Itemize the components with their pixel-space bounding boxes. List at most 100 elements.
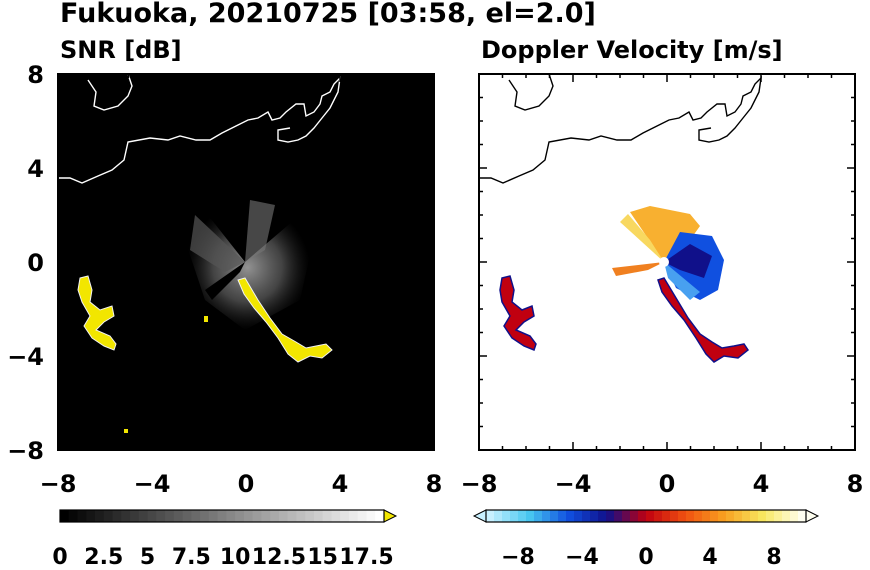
doppler-approach-northwest: [620, 214, 664, 262]
doppler-colorbar-cell: [510, 510, 519, 522]
doppler-colorbar-cell: [526, 510, 535, 522]
doppler-colorbar-tick-label: −4: [565, 545, 599, 570]
doppler-x-tick-label: 0: [659, 470, 676, 498]
doppler-colorbar-cell: [694, 510, 703, 522]
snr-strong-echo-west: [77, 275, 117, 351]
snr-axes: −8 −4 0 4 8 8 4 0 −4 −8: [7, 61, 442, 498]
snr-colorbar-cell: [165, 510, 175, 522]
doppler-x-tick-label: 8: [847, 470, 864, 498]
doppler-colorbar-cell: [718, 510, 727, 522]
doppler-colorbar-cell: [662, 510, 671, 522]
doppler-colorbar-cell: [798, 510, 807, 522]
snr-y-tick-label: 8: [27, 61, 44, 89]
snr-colorbar-tick-label: 12.5: [252, 545, 306, 570]
doppler-colorbar-extend-low: [472, 509, 487, 523]
snr-y-tick-label: 0: [27, 249, 44, 277]
doppler-panel-title: Doppler Velocity [m/s]: [481, 36, 783, 64]
doppler-colorbar-cell: [494, 510, 503, 522]
snr-colorbar-tick-label: 15: [307, 545, 338, 570]
snr-panel-title: SNR [dB]: [60, 36, 182, 64]
doppler-colorbar-cell: [702, 510, 711, 522]
snr-colorbar-cell: [296, 510, 306, 522]
doppler-colorbar-cell: [598, 510, 607, 522]
snr-colorbar-cell: [348, 510, 359, 522]
snr-colorbar-tick-label: 5: [140, 545, 155, 570]
snr-colorbar-cell: [340, 510, 350, 522]
doppler-colorbar-cell: [574, 510, 583, 522]
doppler-colorbar-cell: [534, 510, 543, 522]
doppler-colorbar-frame: [485, 509, 807, 523]
snr-colorbar-cell: [287, 510, 297, 522]
snr-colorbar-cell: [375, 510, 385, 522]
doppler-colorbar-cell: [710, 510, 719, 522]
snr-colorbar: 0 2.5 5 7.5 10 12.5 15 17.5: [52, 509, 398, 570]
snr-colorbar-cell: [112, 510, 122, 522]
snr-colorbar-tick-label: 17.5: [339, 545, 393, 570]
doppler-colorbar-cell: [686, 510, 695, 522]
snr-colorbar-cell: [68, 510, 79, 522]
doppler-colorbar-cell: [758, 510, 767, 522]
snr-colorbar-cell: [366, 510, 376, 522]
snr-colorbar-cell: [322, 510, 332, 522]
snr-echo-dot: [124, 429, 128, 433]
doppler-radar-site: [659, 257, 669, 267]
snr-x-tick-label: 4: [332, 470, 349, 498]
snr-colorbar-cell: [147, 510, 157, 522]
doppler-colorbar-cell: [726, 510, 735, 522]
snr-colorbar-tick-label: 0: [52, 545, 67, 570]
snr-colorbar-cell: [261, 510, 271, 522]
doppler-recede-south: [664, 262, 700, 300]
doppler-echo-line: [657, 277, 750, 363]
snr-plot-area: [57, 73, 435, 451]
snr-x-tick-label: 8: [426, 470, 443, 498]
snr-colorbar-tick-label: 10: [220, 545, 251, 570]
snr-sector-north: [245, 200, 275, 262]
snr-colorbar-cell: [357, 510, 367, 522]
doppler-colorbar-cell: [550, 510, 559, 522]
doppler-colorbar-cell: [678, 510, 687, 522]
doppler-approach-west: [612, 262, 664, 276]
snr-y-tick-label: −8: [7, 437, 44, 465]
snr-colorbar-cell: [191, 510, 201, 522]
doppler-plot-area: [478, 73, 856, 451]
snr-colorbar-cell: [121, 510, 131, 522]
doppler-colorbar-cell: [638, 510, 647, 522]
snr-sector-west: [190, 215, 245, 272]
doppler-colorbar-cell: [590, 510, 599, 522]
doppler-colorbar-cell: [558, 510, 567, 522]
snr-colorbar-cell: [60, 510, 70, 522]
snr-colorbar-cell: [313, 510, 324, 522]
snr-colorbar-cell: [208, 510, 219, 522]
doppler-recede-core: [664, 244, 712, 278]
doppler-colorbar-cell: [774, 510, 783, 522]
snr-y-tick-label: −4: [7, 343, 44, 371]
snr-coastline: [58, 74, 341, 184]
doppler-colorbar-cell: [606, 510, 615, 522]
snr-echo-fleck: [204, 316, 208, 322]
doppler-colorbar-cell: [614, 510, 623, 522]
doppler-echo-west: [499, 275, 537, 351]
snr-colorbar-frame: [59, 509, 385, 523]
doppler-colorbar-cell: [646, 510, 655, 522]
doppler-colorbar-tick-label: −8: [501, 545, 535, 570]
snr-colorbar-cell: [226, 510, 236, 522]
snr-colorbar-cell: [77, 510, 87, 522]
snr-x-tick-label: 0: [238, 470, 255, 498]
snr-colorbar-cell: [278, 510, 289, 522]
doppler-colorbar-cell: [486, 510, 495, 522]
snr-colorbar-cell: [173, 510, 184, 522]
doppler-colorbar-extend-high: [805, 509, 820, 523]
doppler-colorbar-tick-label: 8: [766, 545, 781, 570]
doppler-colorbar-cell: [742, 510, 751, 522]
doppler-colorbar-cell: [566, 510, 575, 522]
snr-colorbar-cell: [270, 510, 280, 522]
snr-colorbar-cell: [182, 510, 192, 522]
doppler-colorbar-cell: [542, 510, 551, 522]
snr-colorbar-cell: [95, 510, 105, 522]
doppler-colorbar-cell: [782, 510, 791, 522]
snr-colorbar-tick-label: 2.5: [84, 545, 123, 570]
doppler-axes: −8 −4 0 4 8: [461, 73, 864, 498]
doppler-colorbar-cell: [622, 510, 631, 522]
doppler-colorbar-cell: [582, 510, 591, 522]
